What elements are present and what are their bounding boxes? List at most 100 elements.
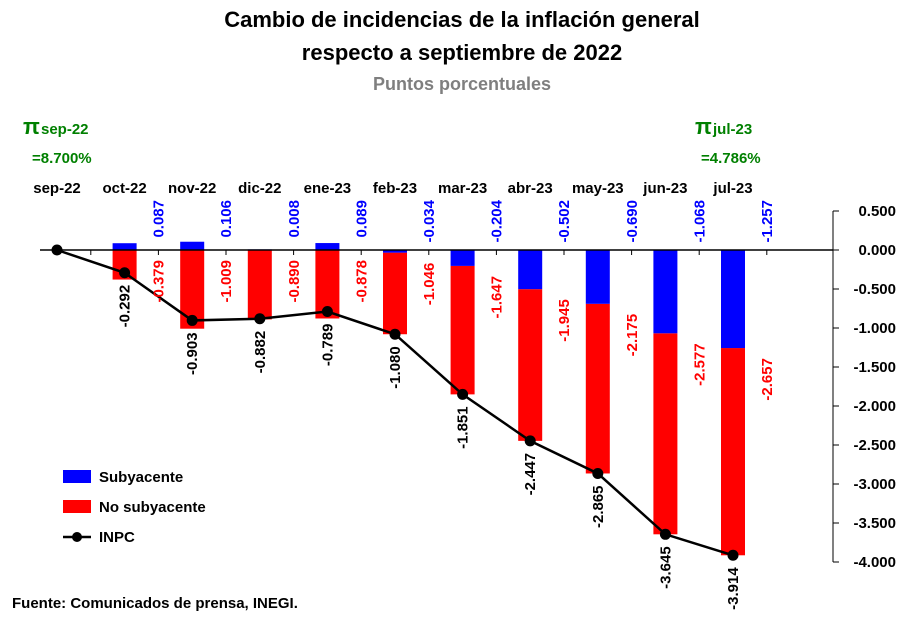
bar-subyacente-jun-23 bbox=[653, 250, 678, 334]
label-no-subyacente-ene-23: -0.878 bbox=[353, 260, 370, 303]
month-labels: sep-22 oct-22 nov-22 dic-22 ene-23 feb-23 mar-… bbox=[33, 180, 752, 197]
month-label-abr-23: abr-23 bbox=[508, 180, 553, 197]
label-inpc-nov-22: -0.903 bbox=[184, 332, 201, 375]
label-no-subyacente-abr-23: -1.945 bbox=[556, 299, 573, 342]
month-label-may-23: may-23 bbox=[572, 180, 624, 197]
chart-subtitle: Puntos porcentuales bbox=[373, 74, 551, 94]
label-subyacente-abr-23: -0.502 bbox=[556, 200, 573, 243]
label-inpc-dic-22: -0.882 bbox=[252, 331, 269, 374]
y-tick-label-5: -2.000 bbox=[853, 398, 896, 415]
legend-label-inpc: INPC bbox=[99, 529, 135, 546]
inpc-point-mar-23 bbox=[457, 388, 469, 400]
month-label-oct-22: oct-22 bbox=[103, 180, 147, 197]
legend-label-subyacente: Subyacente bbox=[99, 469, 183, 486]
bar-subyacente-may-23 bbox=[585, 250, 610, 304]
label-subyacente-feb-23: -0.034 bbox=[421, 199, 438, 242]
bar-no-subyacente-abr-23 bbox=[518, 289, 543, 441]
inpc-point-ene-23 bbox=[321, 306, 333, 318]
inpc-point-jul-23 bbox=[727, 549, 739, 561]
inpc-line-layer bbox=[51, 244, 739, 561]
month-label-nov-22: nov-22 bbox=[168, 180, 216, 197]
label-subyacente-jul-23: -1.257 bbox=[759, 200, 776, 243]
bar-no-subyacente-dic-22 bbox=[247, 250, 272, 320]
label-no-subyacente-feb-23: -1.046 bbox=[421, 263, 438, 306]
inpc-point-feb-23 bbox=[389, 328, 401, 340]
y-tick-label-0: 0.500 bbox=[858, 203, 896, 220]
bar-no-subyacente-jul-23 bbox=[721, 348, 745, 556]
label-inpc-jul-23: -3.914 bbox=[725, 567, 742, 610]
inpc-point-may-23 bbox=[592, 467, 604, 479]
inpc-point-dic-22 bbox=[254, 313, 266, 325]
y-tick-label-7: -3.000 bbox=[853, 476, 896, 493]
month-label-feb-23: feb-23 bbox=[373, 180, 417, 197]
inpc-point-sep-22 bbox=[51, 244, 63, 256]
y-tick-label-9: -4.000 bbox=[853, 554, 896, 571]
label-subyacente-jun-23: -1.068 bbox=[691, 200, 708, 243]
bar-no-subyacente-feb-23 bbox=[383, 252, 407, 335]
bar-no-subyacente-jun-23 bbox=[653, 333, 678, 535]
label-no-subyacente-dic-22: -0.890 bbox=[286, 260, 303, 303]
source-note: Fuente: Comunicados de prensa, INEGI. bbox=[12, 595, 298, 612]
pi-symbol-right: π bbox=[695, 114, 712, 139]
label-no-subyacente-nov-22: -1.009 bbox=[218, 260, 235, 303]
pi-label-left: sep-22 bbox=[41, 121, 89, 138]
chart-title-line1: Cambio de incidencias de la inflación ge… bbox=[224, 7, 700, 32]
month-label-mar-23: mar-23 bbox=[438, 180, 487, 197]
chart-title-line2: respecto a septiembre de 2022 bbox=[302, 40, 622, 65]
inpc-point-nov-22 bbox=[186, 314, 198, 326]
label-inpc-abr-23: -2.447 bbox=[522, 453, 539, 496]
legend-swatch-subyacente bbox=[63, 470, 91, 483]
month-label-jun-23: jun-23 bbox=[642, 180, 687, 197]
pi-value-right: =4.786% bbox=[701, 150, 761, 167]
bar-no-subyacente-mar-23 bbox=[450, 265, 475, 395]
month-label-jul-23: jul-23 bbox=[712, 180, 752, 197]
axes-layer: 0.500 0.000 -0.500 -1.000 -1.500 -2.000 -2.500… bbox=[40, 203, 896, 571]
pi-symbol-left: π bbox=[23, 114, 40, 139]
inpc-point-jun-23 bbox=[659, 528, 671, 540]
label-inpc-oct-22: -0.292 bbox=[117, 285, 134, 328]
label-subyacente-oct-22: 0.087 bbox=[151, 200, 168, 238]
bar-subyacente-oct-22 bbox=[112, 243, 137, 250]
legend-swatch-inpc-marker bbox=[72, 532, 82, 542]
y-tick-label-3: -1.000 bbox=[853, 320, 896, 337]
legend: Subyacente No subyacente INPC bbox=[63, 469, 206, 546]
y-tick-label-4: -1.500 bbox=[853, 359, 896, 376]
legend-swatch-no-subyacente bbox=[63, 500, 91, 513]
label-no-subyacente-jul-23: -2.657 bbox=[759, 358, 776, 401]
label-inpc-feb-23: -1.080 bbox=[387, 346, 404, 389]
bar-subyacente-jul-23 bbox=[721, 250, 745, 349]
label-inpc-mar-23: -1.851 bbox=[455, 406, 472, 449]
bar-subyacente-abr-23 bbox=[518, 250, 543, 290]
label-subyacente-nov-22: 0.106 bbox=[218, 200, 235, 238]
label-no-subyacente-jun-23: -2.577 bbox=[691, 343, 708, 386]
legend-label-no-subyacente: No subyacente bbox=[99, 499, 206, 516]
y-tick-label-2: -0.500 bbox=[853, 281, 896, 298]
month-label-sep-22: sep-22 bbox=[33, 180, 81, 197]
label-inpc-ene-23: -0.789 bbox=[319, 324, 336, 367]
bar-subyacente-nov-22 bbox=[180, 241, 205, 250]
label-subyacente-ene-23: 0.089 bbox=[353, 200, 370, 238]
month-label-dic-22: dic-22 bbox=[238, 180, 281, 197]
label-subyacente-may-23: -0.690 bbox=[624, 200, 641, 243]
data-labels-layer: -0.292 0.087 -0.379 -0.903 0.106 -1.009 -0.882… bbox=[117, 199, 776, 609]
pi-value-left: =8.700% bbox=[32, 150, 92, 167]
bar-subyacente-mar-23 bbox=[450, 250, 475, 266]
label-inpc-may-23: -2.865 bbox=[590, 485, 607, 528]
inpc-point-oct-22 bbox=[119, 267, 131, 279]
label-no-subyacente-mar-23: -1.647 bbox=[489, 276, 506, 319]
bar-subyacente-feb-23 bbox=[383, 250, 407, 253]
label-subyacente-dic-22: 0.008 bbox=[286, 200, 303, 238]
label-no-subyacente-may-23: -2.175 bbox=[624, 314, 641, 357]
y-tick-label-6: -2.500 bbox=[853, 437, 896, 454]
label-subyacente-mar-23: -0.204 bbox=[489, 199, 506, 242]
month-label-ene-23: ene-23 bbox=[304, 180, 352, 197]
y-tick-label-8: -3.500 bbox=[853, 515, 896, 532]
bar-no-subyacente-may-23 bbox=[585, 303, 610, 474]
bar-subyacente-ene-23 bbox=[315, 243, 340, 250]
y-tick-label-1: 0.000 bbox=[858, 242, 896, 259]
pi-label-right: jul-23 bbox=[712, 121, 752, 138]
label-no-subyacente-oct-22: -0.379 bbox=[151, 260, 168, 303]
label-inpc-jun-23: -3.645 bbox=[657, 546, 674, 589]
inpc-point-abr-23 bbox=[524, 435, 536, 447]
